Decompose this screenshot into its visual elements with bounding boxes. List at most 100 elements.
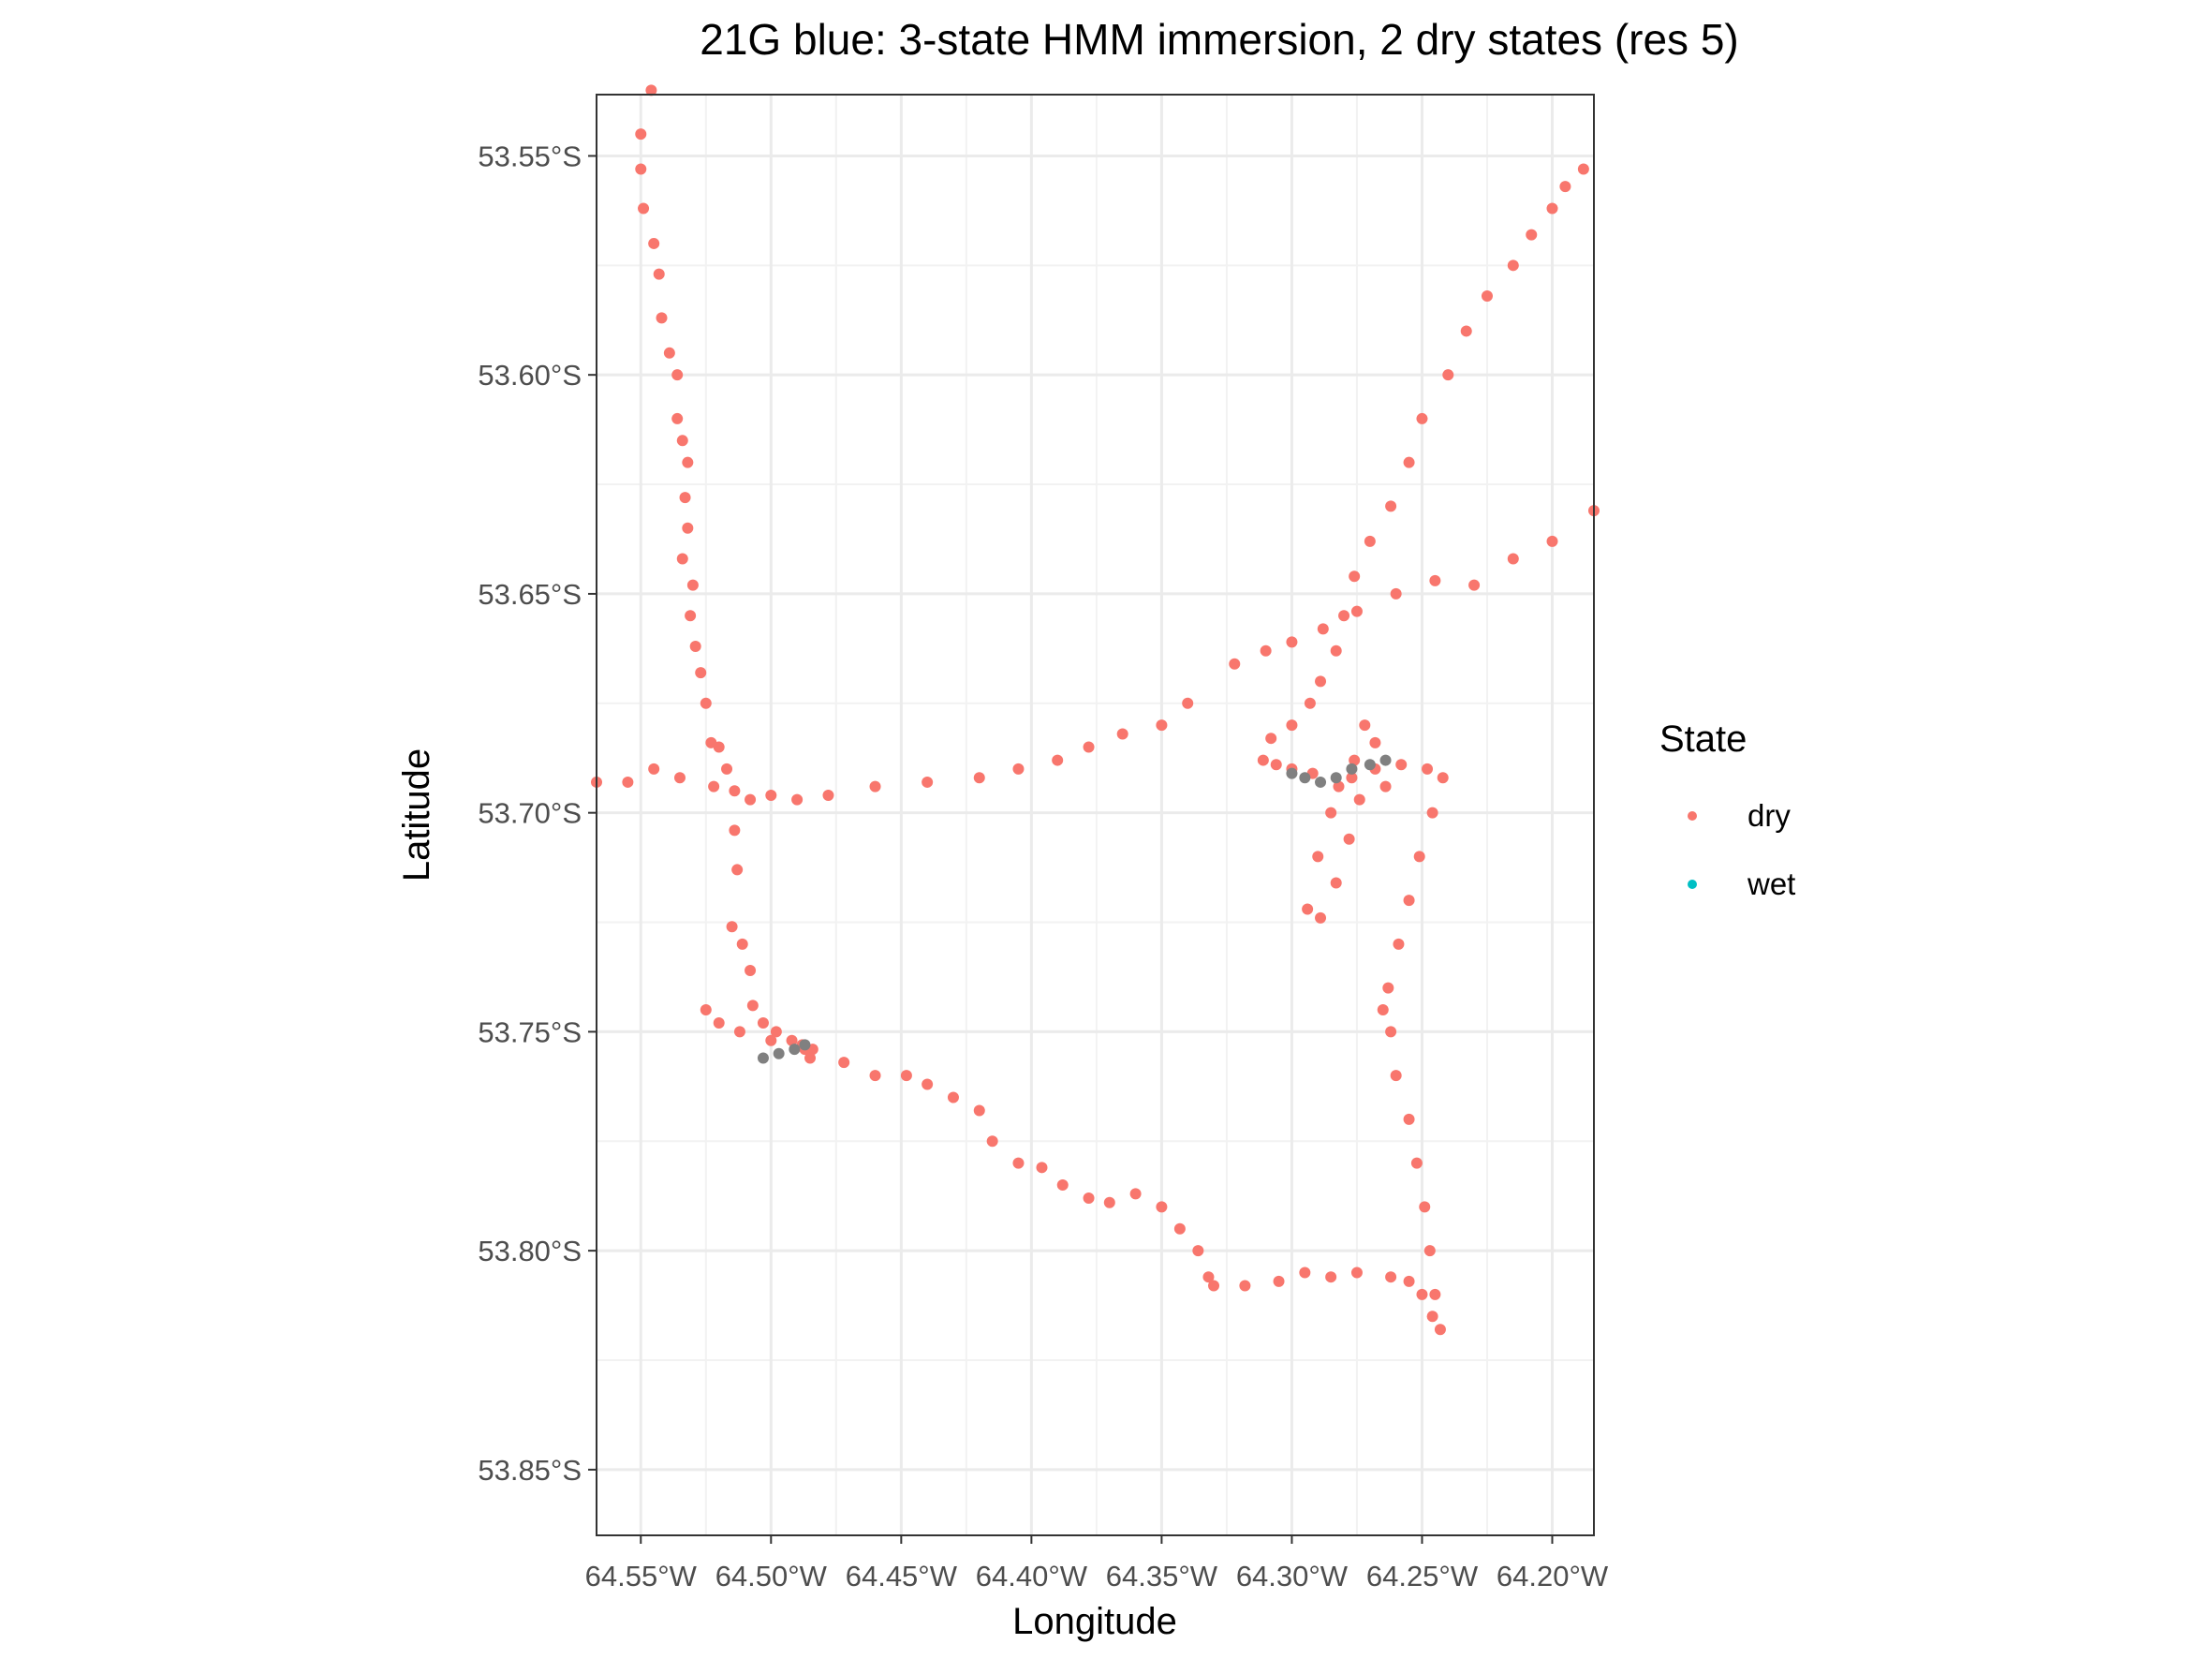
data-point-dry (1330, 644, 1342, 657)
data-point-dry (1364, 535, 1376, 547)
data-point-dry (713, 741, 725, 753)
data-point-dry (1546, 535, 1558, 547)
data-point-dry (1546, 202, 1558, 215)
data-point-dry (726, 921, 738, 933)
data-point-dry (1468, 579, 1481, 591)
data-point-dry (1385, 500, 1397, 512)
data-point-dry (804, 1052, 817, 1064)
data-point-dry (973, 1104, 985, 1117)
data-point-dry (757, 1017, 769, 1029)
plot-border (596, 94, 1595, 1536)
data-point-dry (1434, 1324, 1446, 1336)
legend-label-dry: dry (1747, 798, 1791, 833)
data-point-dry (682, 456, 694, 468)
data-point-dry (1426, 1311, 1438, 1323)
y-tick-label: 53.60°S (478, 359, 582, 392)
data-point-dry (656, 312, 668, 324)
data-point-dry (1395, 759, 1408, 771)
data-point-dry (1353, 793, 1365, 806)
data-point-dry (947, 1091, 959, 1104)
data-point-dry (746, 1000, 759, 1012)
data-point-dry (745, 793, 757, 806)
data-point-dry (733, 1026, 745, 1038)
data-point-dry (1559, 181, 1571, 193)
data-point-dry (653, 268, 665, 280)
data-point-dry (673, 772, 686, 784)
data-point-dry (1385, 1026, 1397, 1038)
data-point-dry (700, 697, 712, 709)
data-point-dry (1012, 763, 1025, 775)
data-point-dry (1350, 605, 1363, 617)
data-point-dry (676, 553, 688, 565)
data-point-dry (686, 579, 699, 591)
data-point-unclassified (773, 1047, 785, 1059)
data-point-dry (645, 84, 657, 96)
data-point-dry (1270, 759, 1282, 771)
data-point-dry (708, 780, 720, 792)
data-point-dry (1369, 736, 1381, 748)
x-tick-label: 64.45°W (846, 1560, 958, 1592)
x-tick-label: 64.25°W (1366, 1560, 1479, 1592)
data-point-dry (685, 610, 697, 622)
data-point-dry (1442, 369, 1454, 381)
data-point-dry (682, 522, 694, 534)
data-point-dry (622, 776, 634, 788)
data-point-dry (713, 1017, 725, 1029)
legend-title: State (1659, 718, 1747, 760)
data-point-dry (648, 237, 660, 249)
grid-lines (597, 95, 1594, 1535)
data-point-dry (671, 412, 684, 424)
data-point-dry (1302, 903, 1314, 915)
data-point-dry (1403, 895, 1415, 907)
data-point-dry (676, 435, 688, 447)
data-point-dry (1312, 851, 1324, 863)
data-point-dry (1416, 1288, 1428, 1300)
data-point-dry (1419, 1201, 1431, 1213)
data-point-dry (1377, 1004, 1389, 1016)
y-tick-label: 53.55°S (478, 140, 582, 172)
data-point-dry (729, 824, 741, 837)
data-point-dry (721, 763, 733, 775)
data-point-dry (1410, 1157, 1423, 1169)
data-point-dry (822, 789, 834, 801)
data-point-dry (1423, 1245, 1436, 1257)
data-point-dry (1429, 1288, 1441, 1300)
data-point-dry (1229, 658, 1241, 670)
data-point-dry (1036, 1162, 1048, 1174)
data-point-dry (973, 772, 985, 784)
y-tick-label: 53.85°S (478, 1454, 582, 1487)
x-tick-label: 64.35°W (1106, 1560, 1218, 1592)
data-point-dry (1390, 1070, 1402, 1082)
data-point-dry (1299, 1266, 1311, 1279)
data-point-dry (838, 1057, 850, 1069)
chart-title: 21G blue: 3-state HMM immersion, 2 dry s… (700, 15, 1738, 64)
data-point-dry (1116, 728, 1128, 740)
data-point-dry (1577, 163, 1589, 175)
data-point-dry (1317, 623, 1329, 635)
data-point-dry (1192, 1245, 1204, 1257)
data-point-dry (1350, 1266, 1363, 1279)
y-axis-ticks: 53.55°S 53.60°S 53.65°S 53.70°S 53.75°S 53.80… (478, 140, 597, 1487)
data-point-dry (731, 864, 744, 876)
data-point-dry (1460, 325, 1472, 337)
data-point-dry (1359, 719, 1371, 732)
data-point-unclassified (757, 1052, 769, 1064)
data-point-dry (1257, 754, 1269, 766)
data-point-dry (1273, 1275, 1285, 1287)
data-point-dry (1379, 780, 1392, 792)
data-point-dry (791, 793, 804, 806)
data-point-dry (1343, 833, 1355, 845)
data-point-dry (695, 667, 707, 679)
data-point-dry (648, 763, 660, 775)
data-point-unclassified (1346, 763, 1358, 775)
x-tick-label: 64.30°W (1236, 1560, 1349, 1592)
data-point-dry (1333, 780, 1345, 792)
data-point-unclassified (1379, 754, 1392, 766)
data-point-dry (1413, 851, 1425, 863)
data-point-dry (1156, 719, 1168, 732)
x-tick-label: 64.20°W (1497, 1560, 1609, 1592)
data-point-dry (1349, 570, 1361, 583)
data-point-dry (1286, 719, 1298, 732)
data-point-dry (986, 1135, 998, 1148)
data-point-dry (1507, 553, 1519, 565)
